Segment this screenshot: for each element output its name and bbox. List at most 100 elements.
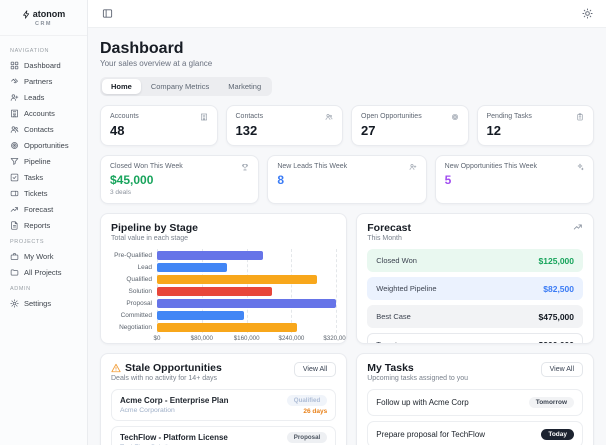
- stale-opportunities-list: Acme Corp - Enterprise Plan Acme Corporat…: [111, 389, 337, 445]
- chart-category-label: Lead: [137, 263, 152, 271]
- task-row-prepare-proposal-for-techflow[interactable]: Prepare proposal for TechFlow Today: [367, 421, 583, 445]
- brand-name: atonom: [32, 9, 66, 19]
- folder-icon: [10, 268, 19, 277]
- kpi-value: 12: [486, 123, 501, 138]
- stale-opportunities-title: Stale Opportunities: [125, 362, 222, 374]
- forecast-row-target: Target $200,000: [367, 333, 583, 344]
- sidebar-item-settings[interactable]: Settings: [0, 295, 87, 311]
- forecast-row-label: Best Case: [376, 312, 411, 321]
- funnel-icon: [10, 157, 19, 166]
- forecast-row-weighted-pipeline: Weighted Pipeline $82,500: [367, 277, 583, 300]
- chart-bar-row: [157, 309, 336, 321]
- chart-x-tick: $0: [153, 335, 161, 342]
- opportunity-company: Acme Corporation: [120, 406, 175, 414]
- sidebar-item-all-projects[interactable]: All Projects: [0, 264, 87, 280]
- sidebar-item-label: Settings: [24, 298, 52, 308]
- chart-bar-qualified: [157, 274, 317, 284]
- sidebar-section-label: Projects: [10, 239, 45, 245]
- chart-category-label: Negotiation: [119, 323, 152, 331]
- pipeline-chart-title: Pipeline by Stage: [111, 222, 198, 234]
- chart-x-tick: $240,000: [278, 335, 305, 342]
- kpi-label: Contacts: [235, 113, 264, 120]
- charts-row: Pipeline by Stage Total value in each st…: [100, 213, 594, 344]
- sidebar-item-forecast[interactable]: Forecast: [0, 201, 87, 217]
- sidebar-item-my-work[interactable]: My Work: [0, 248, 87, 264]
- sidebar-item-label: Reports: [24, 220, 51, 230]
- chart-plot-area: [157, 249, 338, 333]
- opportunity-name: TechFlow - Platform License: [120, 433, 228, 443]
- sidebar-item-tickets[interactable]: Tickets: [0, 185, 87, 201]
- stat-card-new-leads-this-week: New Leads This Week 8: [267, 155, 427, 204]
- trending-up-icon: [10, 205, 19, 214]
- kpi-card-accounts: Accounts 48: [100, 105, 218, 146]
- forecast-row-closed-won: Closed Won $125,000: [367, 249, 583, 272]
- sidebar-item-label: Opportunities: [24, 140, 69, 150]
- sidebar-item-accounts[interactable]: Accounts: [0, 105, 87, 121]
- main-area: Dashboard Your sales overview at a glanc…: [88, 0, 606, 445]
- tasks-list: Follow up with Acme Corp Tomorrow Prepare …: [367, 389, 583, 445]
- tab-home[interactable]: Home: [102, 79, 141, 94]
- sidebar-section-label: Navigation: [10, 48, 50, 54]
- forecast-row-label: Weighted Pipeline: [376, 284, 437, 293]
- stale-view-all-button[interactable]: View All: [293, 362, 337, 377]
- sidebar-item-label: Contacts: [24, 124, 54, 134]
- chart-x-tick: $160,000: [233, 335, 260, 342]
- forecast-row-value: $200,000: [539, 340, 574, 344]
- kpi-label: Pending Tasks: [486, 113, 532, 120]
- sidebar-toggle-button[interactable]: [100, 7, 114, 21]
- sidebar-item-dashboard[interactable]: Dashboard: [0, 57, 87, 73]
- forecast-row-label: Target: [376, 340, 397, 343]
- sidebar-item-partners[interactable]: Partners: [0, 73, 87, 89]
- chart-y-axis: Pre-Qualified Lead Qualified Solution Propos…: [111, 249, 157, 333]
- task-due-badge: Tomorrow: [528, 397, 574, 408]
- chart-bar-committed: [157, 310, 244, 320]
- tab-marketing[interactable]: Marketing: [219, 79, 270, 94]
- sidebar-item-reports[interactable]: Reports: [0, 217, 87, 233]
- tasks-view-all-button[interactable]: View All: [540, 362, 583, 377]
- chart-x-axis: $0 $80,000 $160,000 $240,000 $320,000: [153, 334, 347, 343]
- kpi-value: 48: [110, 123, 125, 138]
- sidebar-nav: Navigation Dashboard Partners Leads Accounts…: [0, 36, 87, 317]
- file-text-icon: [10, 220, 19, 230]
- chart-bar-pre-qualified: [157, 250, 264, 260]
- sidebar-item-label: Partners: [24, 76, 53, 86]
- sidebar-item-leads[interactable]: Leads: [0, 89, 87, 105]
- topbar: [88, 0, 606, 28]
- sidebar-item-label: All Projects: [24, 267, 62, 277]
- forecast-row-best-case: Best Case $475,000: [367, 305, 583, 328]
- user-plus-icon: [10, 93, 19, 102]
- stat-label: New Leads This Week: [277, 163, 348, 170]
- stage-badge: Proposal: [286, 432, 328, 443]
- users-icon: [10, 125, 19, 134]
- brand-logo-icon: [22, 9, 31, 19]
- trending-up-icon: [573, 222, 583, 232]
- theme-toggle-button[interactable]: [580, 7, 594, 21]
- stat-label: Closed Won This Week: [110, 163, 183, 170]
- kpi-label: Open Opportunities: [361, 113, 422, 120]
- stale-opportunity-row-acme-corporation[interactable]: Acme Corp - Enterprise Plan Acme Corporat…: [111, 389, 337, 421]
- sidebar-item-label: Tasks: [24, 172, 44, 182]
- sidebar-item-contacts[interactable]: Contacts: [0, 121, 87, 137]
- target-icon: [451, 113, 459, 121]
- stale-opportunities-subtitle: Deals with no activity for 14+ days: [111, 375, 218, 382]
- pipeline-chart-subtitle: Total value in each stage: [111, 235, 189, 242]
- stat-value: 8: [277, 173, 285, 187]
- week-stats-row: Closed Won This Week $45,000 3 deals New Le…: [100, 155, 594, 204]
- warning-icon: [111, 363, 121, 373]
- sidebar-item-tasks[interactable]: Tasks: [0, 169, 87, 185]
- stale-opportunities-card: Stale Opportunities Deals with no activi…: [100, 353, 348, 445]
- chart-bar-negotiation: [157, 322, 298, 332]
- stale-opportunity-row-techflow-solutions[interactable]: TechFlow - Platform LicenseTechFlow Solu…: [111, 426, 337, 445]
- chart-gridline: [336, 249, 338, 333]
- chart-bar-row: [157, 249, 336, 261]
- tab-company-metrics[interactable]: Company Metrics: [142, 79, 218, 94]
- task-row-follow-up-with-acme-corp[interactable]: Follow up with Acme Corp Tomorrow: [367, 389, 583, 416]
- forecast-row-label: Closed Won: [376, 256, 417, 265]
- page-title: Dashboard: [100, 40, 184, 57]
- sidebar-item-opportunities[interactable]: Opportunities: [0, 137, 87, 153]
- kpi-value: 132: [235, 123, 258, 138]
- sidebar-item-pipeline[interactable]: Pipeline: [0, 153, 87, 169]
- chart-bar-row: [157, 261, 336, 273]
- brand-subtitle: CRM: [34, 21, 53, 27]
- dashboard-content: Dashboard Your sales overview at a glanc…: [88, 28, 606, 445]
